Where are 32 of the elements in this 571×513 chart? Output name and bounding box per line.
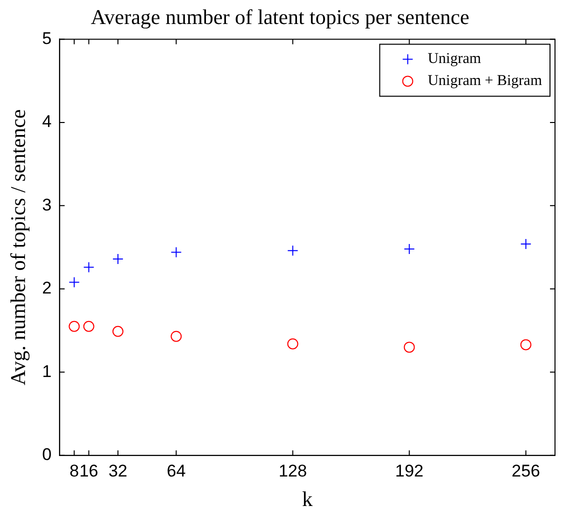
point: [287, 245, 298, 256]
x-tick-label: 192: [395, 461, 424, 480]
point: [83, 320, 94, 332]
x-tick-label: 32: [108, 461, 128, 480]
point: [287, 338, 298, 350]
x-axis-title: k: [302, 486, 314, 511]
y-tick-label: 3: [42, 195, 52, 214]
point: [404, 243, 415, 254]
point: [112, 326, 124, 337]
point: [112, 253, 124, 264]
y-tick-label: 1: [42, 362, 52, 381]
x-tick-label: 128: [278, 461, 307, 480]
point: [520, 339, 532, 350]
x-tick-label: 16: [79, 461, 98, 480]
point: [520, 238, 532, 250]
x-tick-label: 256: [512, 461, 540, 480]
point: [170, 330, 182, 342]
y-tick-label: 4: [42, 112, 52, 132]
point: [170, 246, 182, 258]
legend-label: Unigram: [428, 51, 482, 68]
chart-title: Average number of latent topics per sentence: [90, 5, 470, 30]
y-axis-title: Avg. number of topics / sentence: [6, 109, 30, 386]
y-tick-label: 5: [42, 28, 52, 48]
legend-label: Unigram + Bigram: [428, 73, 542, 90]
point: [68, 320, 80, 332]
x-tick-label: 64: [166, 461, 186, 480]
y-tick-label: 2: [42, 278, 52, 298]
x-tick-label: 8: [69, 461, 79, 480]
point: [404, 342, 415, 353]
point: [83, 262, 94, 273]
y-tick-label: 0: [42, 445, 52, 464]
point: [68, 276, 80, 288]
